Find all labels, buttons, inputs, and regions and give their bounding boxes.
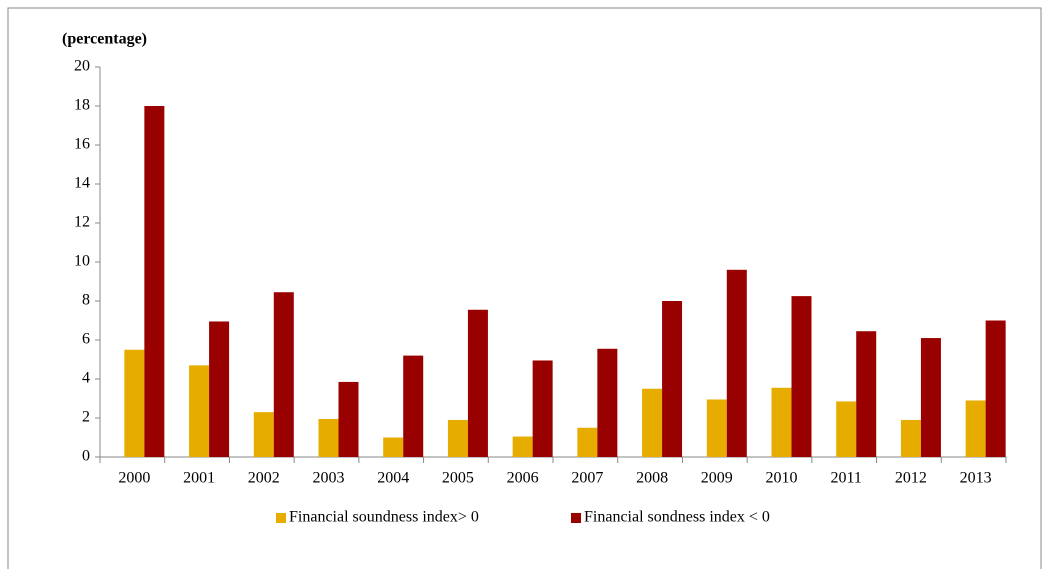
y-axis-label: (percentage) xyxy=(62,31,147,48)
bar xyxy=(447,419,468,457)
x-tick-label: 2007 xyxy=(571,470,603,487)
bar xyxy=(791,296,812,457)
chart-border xyxy=(7,7,1042,569)
y-tick-label: 18 xyxy=(74,97,90,114)
bar xyxy=(512,436,533,457)
bar xyxy=(403,355,424,457)
bar xyxy=(856,331,877,457)
y-tick-label: 4 xyxy=(82,370,90,387)
y-tick-label: 16 xyxy=(74,136,90,153)
x-tick-label: 2011 xyxy=(831,470,862,487)
x-tick-label: 2008 xyxy=(636,470,668,487)
x-tick-label: 2006 xyxy=(507,470,539,487)
y-tick-label: 12 xyxy=(74,214,90,231)
x-tick-label: 2009 xyxy=(701,470,733,487)
bar xyxy=(726,269,747,457)
bar xyxy=(189,365,210,457)
x-tick-label: 2012 xyxy=(895,470,927,487)
y-tick-label: 6 xyxy=(82,331,90,348)
bar xyxy=(577,427,598,457)
x-tick-label: 2002 xyxy=(248,470,280,487)
x-tick-label: 2003 xyxy=(313,470,345,487)
bar xyxy=(318,418,339,457)
bar xyxy=(771,387,792,457)
x-tick-label: 2004 xyxy=(377,470,409,487)
bar xyxy=(900,419,921,457)
x-tick-label: 2000 xyxy=(118,470,150,487)
bar xyxy=(597,348,618,457)
bar xyxy=(338,381,359,457)
bar xyxy=(642,388,663,457)
y-tick-label: 8 xyxy=(82,292,90,309)
x-tick-label: 2001 xyxy=(183,470,215,487)
x-tick-label: 2010 xyxy=(766,470,798,487)
legend-swatch xyxy=(571,513,581,523)
bar xyxy=(124,349,145,457)
y-tick-label: 2 xyxy=(82,409,90,426)
y-tick-label: 20 xyxy=(74,58,90,75)
y-tick-label: 0 xyxy=(82,448,90,465)
legend-label: Financial soundness index> 0 xyxy=(289,509,479,526)
bar xyxy=(253,412,274,457)
bar xyxy=(383,437,404,457)
x-tick-label: 2013 xyxy=(960,470,992,487)
bar xyxy=(209,321,230,457)
bar xyxy=(467,309,488,457)
bar xyxy=(273,292,294,457)
x-tick-label: 2005 xyxy=(442,470,474,487)
bar xyxy=(836,401,857,457)
legend-label: Financial sondness index < 0 xyxy=(584,509,770,526)
bar xyxy=(144,106,165,457)
y-tick-label: 10 xyxy=(74,253,90,270)
legend-swatch xyxy=(276,513,286,523)
bar xyxy=(662,301,683,457)
bar xyxy=(706,399,727,457)
y-tick-label: 14 xyxy=(74,175,90,192)
bar xyxy=(965,400,986,457)
bar xyxy=(920,338,941,457)
bar xyxy=(532,360,553,457)
bar xyxy=(985,320,1006,457)
